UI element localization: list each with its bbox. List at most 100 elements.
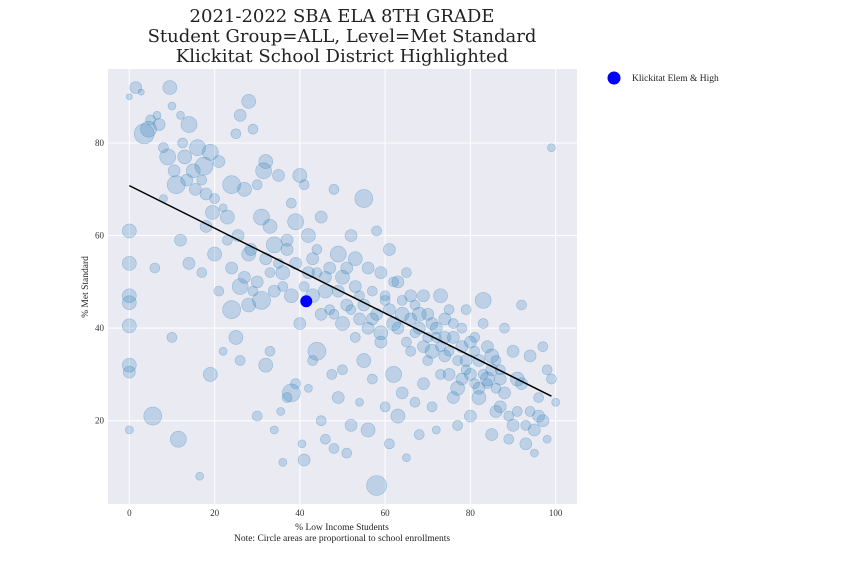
- school-point: [520, 420, 532, 431]
- school-point: [337, 364, 348, 376]
- school-point: [331, 391, 345, 404]
- school-point: [464, 409, 477, 423]
- grid-lines: [108, 69, 577, 504]
- school-point: [277, 281, 289, 292]
- x-tick-label: 0: [127, 508, 132, 518]
- school-point: [396, 295, 408, 306]
- school-point: [275, 265, 291, 280]
- school-point: [205, 205, 220, 220]
- school-point: [404, 312, 418, 326]
- school-point: [298, 281, 310, 292]
- school-point: [413, 429, 425, 440]
- school-point: [247, 123, 259, 135]
- highlight-point: [300, 295, 313, 308]
- school-point: [477, 318, 489, 329]
- school-point: [231, 278, 249, 295]
- school-point: [166, 175, 186, 194]
- school-point: [433, 288, 448, 304]
- school-point: [297, 453, 311, 467]
- school-point: [301, 228, 316, 243]
- school-point: [384, 438, 395, 450]
- school-point: [474, 292, 492, 309]
- school-point: [280, 233, 294, 247]
- school-point: [176, 110, 185, 120]
- school-point: [220, 209, 235, 225]
- school-point: [530, 448, 539, 458]
- school-point: [379, 290, 391, 302]
- school-point: [250, 275, 264, 289]
- school-point: [195, 471, 204, 481]
- school-point: [409, 299, 421, 311]
- school-point: [199, 187, 213, 201]
- school-point: [481, 340, 494, 353]
- school-point: [315, 415, 327, 427]
- school-point: [459, 354, 473, 367]
- school-point: [340, 261, 354, 275]
- school-point: [484, 348, 500, 364]
- school-point: [361, 321, 375, 335]
- school-point: [536, 414, 550, 428]
- school-point: [498, 386, 511, 400]
- school-point: [137, 88, 145, 96]
- school-point: [493, 400, 507, 414]
- school-point: [264, 345, 276, 357]
- y-tick-label: 40: [95, 323, 105, 333]
- school-point: [145, 114, 156, 126]
- school-point: [307, 355, 318, 366]
- school-point: [311, 267, 323, 278]
- school-point: [388, 276, 399, 288]
- legend-label: Klickitat Elem & High: [632, 74, 719, 84]
- school-point: [489, 405, 503, 418]
- school-point: [177, 137, 188, 149]
- school-point: [512, 406, 523, 417]
- school-point: [344, 229, 358, 242]
- school-point: [523, 349, 537, 363]
- school-point: [149, 262, 161, 274]
- school-point: [524, 406, 536, 417]
- school-point: [203, 367, 218, 382]
- school-point: [196, 267, 208, 278]
- school-point: [547, 143, 556, 152]
- school-point: [447, 331, 460, 344]
- school-point: [551, 397, 560, 407]
- x-tick-label: 20: [210, 508, 220, 518]
- school-point: [464, 335, 477, 349]
- school-point: [431, 425, 441, 435]
- school-point: [122, 357, 137, 373]
- school-point: [306, 252, 319, 266]
- school-point: [460, 364, 472, 376]
- school-point: [126, 93, 133, 101]
- school-point: [233, 108, 247, 122]
- school-point: [409, 396, 421, 408]
- school-point: [435, 369, 446, 380]
- school-point: [349, 332, 361, 343]
- school-point: [477, 369, 489, 380]
- school-point: [506, 344, 520, 358]
- legend-marker: [607, 71, 621, 85]
- school-point: [234, 355, 246, 366]
- school-point: [452, 355, 463, 366]
- school-point: [152, 118, 166, 131]
- school-point: [360, 422, 376, 438]
- school-point: [460, 304, 472, 315]
- school-point: [421, 307, 435, 321]
- school-point: [247, 285, 259, 297]
- school-point: [281, 392, 293, 403]
- school-point: [196, 174, 208, 186]
- school-point: [541, 364, 553, 376]
- school-point: [335, 269, 350, 285]
- school-point: [129, 81, 143, 94]
- school-point: [425, 317, 439, 330]
- school-point: [264, 267, 276, 278]
- school-point: [237, 182, 252, 197]
- school-point: [329, 245, 347, 263]
- school-point: [159, 148, 176, 166]
- school-point: [207, 246, 222, 262]
- school-point: [391, 321, 405, 335]
- school-point: [373, 325, 389, 341]
- school-point: [345, 304, 357, 315]
- school-point: [456, 322, 468, 334]
- school-point: [251, 410, 263, 422]
- school-point: [469, 332, 480, 343]
